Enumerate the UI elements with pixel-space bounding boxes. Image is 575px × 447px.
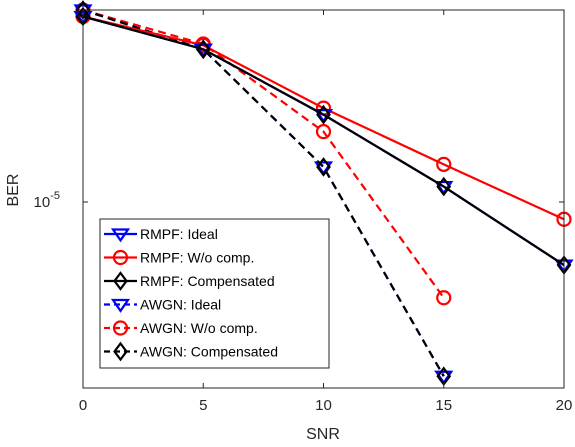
- legend-label: RMPF: Compensated: [140, 273, 275, 289]
- data-point: [436, 156, 452, 172]
- x-tick-label: 10: [315, 397, 332, 414]
- legend-marker: [113, 341, 128, 362]
- legend-item: AWGN: Compensated: [104, 341, 278, 362]
- data-point: [195, 39, 211, 60]
- x-tick-label: 5: [199, 397, 207, 414]
- data-point: [316, 104, 331, 125]
- legend-marker: [112, 249, 129, 266]
- legend-marker: [110, 298, 131, 313]
- data-point: [436, 290, 452, 306]
- legend-marker: [112, 320, 129, 336]
- x-axis-label: SNR: [306, 426, 340, 443]
- legend-label: AWGN: Ideal: [140, 297, 221, 313]
- data-point: [434, 370, 454, 385]
- legend-label: AWGN: Compensated: [140, 344, 278, 360]
- data-point: [313, 109, 334, 123]
- x-axis-ticks: 0 5 10 15 20: [79, 10, 573, 414]
- legend-marker: [110, 228, 131, 243]
- legend-label: RMPF: W/o comp.: [140, 250, 254, 266]
- series-line: [82, 8, 445, 299]
- legend: RMPF: Ideal RMPF: W/o comp. RMPF: Compensa…: [99, 218, 330, 369]
- y-axis-label: BER: [5, 174, 22, 207]
- series-line: [82, 8, 445, 377]
- y-tick-exponent: -5: [50, 190, 60, 202]
- legend-label: RMPF: Ideal: [140, 226, 218, 242]
- y-tick-base: 10: [34, 194, 51, 211]
- data-point: [316, 157, 331, 177]
- legend-item: RMPF: W/o comp.: [104, 250, 254, 266]
- data-point: [436, 176, 452, 197]
- x-tick-label: 20: [556, 397, 573, 414]
- legend-marker: [113, 271, 128, 291]
- data-point: [313, 161, 334, 176]
- x-tick-label: 0: [79, 397, 87, 414]
- data-point: [315, 124, 332, 140]
- legend-item: RMPF: Compensated: [104, 271, 275, 291]
- data-point: [434, 180, 454, 195]
- series-line: [82, 15, 565, 266]
- legend-item: RMPF: Ideal: [104, 226, 218, 243]
- legend-item: AWGN: Ideal: [104, 297, 221, 313]
- legend-item: AWGN: W/o comp.: [104, 320, 258, 336]
- legend-box: [99, 218, 330, 369]
- legend-label: AWGN: W/o comp.: [140, 320, 258, 336]
- x-tick-label: 15: [435, 397, 452, 414]
- y-axis-ticks: 10-5: [34, 190, 564, 211]
- y-tick-label: 10-5: [34, 190, 60, 211]
